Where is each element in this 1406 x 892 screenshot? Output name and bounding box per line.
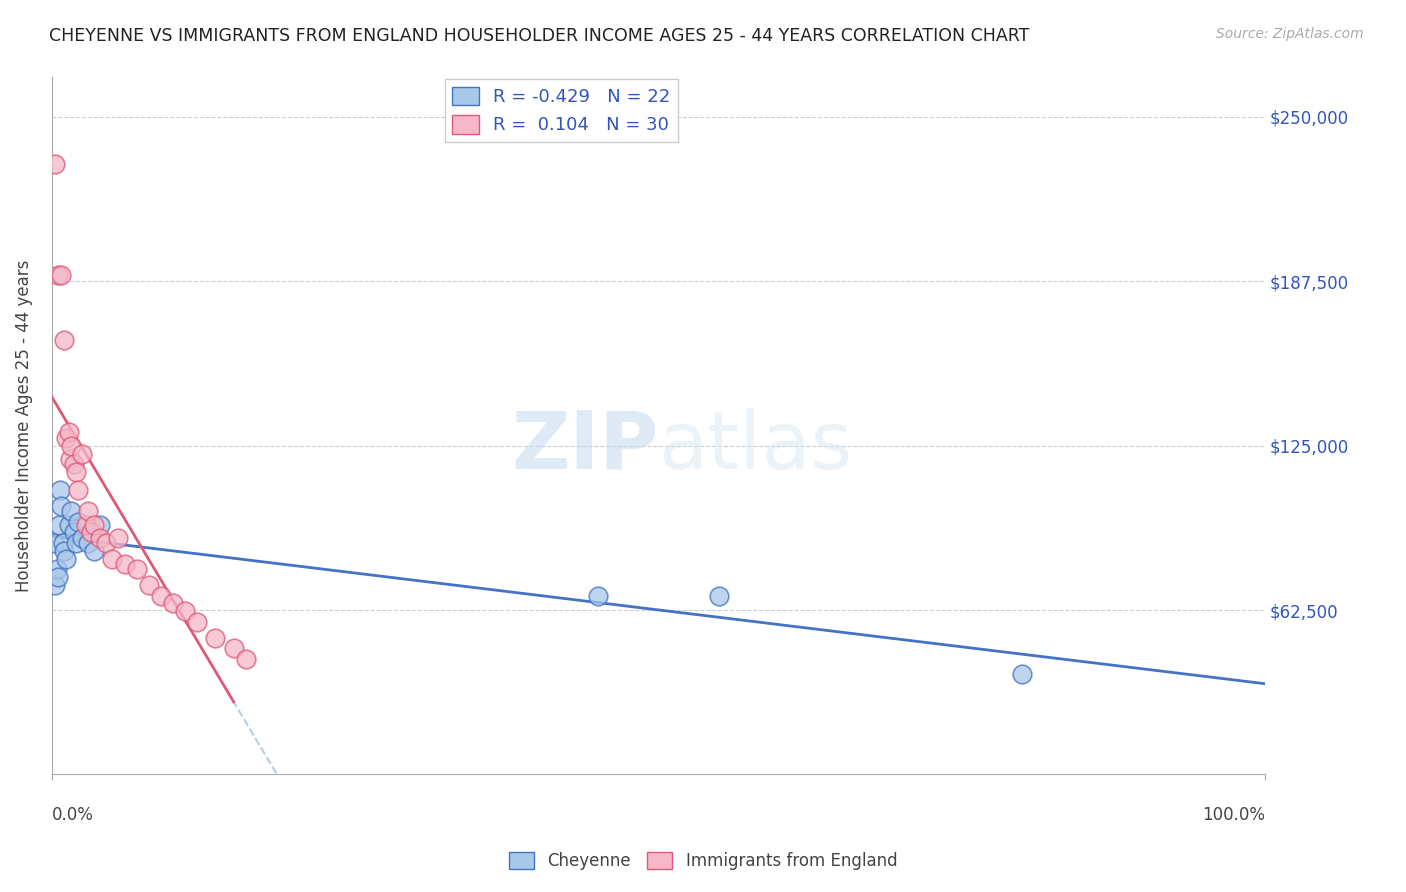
Point [65,536,87,550]
Point [77,536,100,550]
Point [186,615,208,629]
Legend: R = -0.429   N = 22, R =  0.104   N = 30: R = -0.429 N = 22, R = 0.104 N = 30 [444,79,678,142]
Point [174,604,197,618]
Point [44,578,66,592]
Point [138,578,160,592]
Point [222,641,245,656]
Point [48,517,70,532]
Text: Source: ZipAtlas.com: Source: ZipAtlas.com [1216,27,1364,41]
Point [125,562,148,576]
Point [149,589,172,603]
Point [46,268,69,282]
Point [101,551,124,566]
Y-axis label: Householder Income Ages 25 - 44 years: Householder Income Ages 25 - 44 years [15,260,32,592]
Point [1011,667,1033,681]
Point [70,446,93,460]
Point [58,425,80,440]
Point [45,562,67,576]
Point [52,536,75,550]
Point [67,515,90,529]
Point [59,451,82,466]
Point [114,557,136,571]
Point [107,531,129,545]
Point [89,517,111,532]
Point [89,531,111,545]
Point [60,439,83,453]
Point [55,431,77,445]
Point [707,589,730,603]
Text: 0.0%: 0.0% [52,806,94,824]
Point [586,589,609,603]
Point [62,457,84,471]
Point [75,517,97,532]
Point [65,465,87,479]
Point [83,544,105,558]
Point [51,499,73,513]
Point [70,531,93,545]
Point [60,504,83,518]
Point [162,596,184,610]
Point [46,570,69,584]
Text: 100.0%: 100.0% [1202,806,1265,824]
Point [235,651,257,665]
Point [49,483,72,498]
Point [79,525,101,540]
Text: CHEYENNE VS IMMIGRANTS FROM ENGLAND HOUSEHOLDER INCOME AGES 25 - 44 YEARS CORREL: CHEYENNE VS IMMIGRANTS FROM ENGLAND HOUS… [49,27,1029,45]
Point [204,631,226,645]
Point [96,536,118,550]
Point [67,483,90,498]
Text: ZIP: ZIP [510,408,658,486]
Point [51,268,73,282]
Point [83,517,105,532]
Text: atlas: atlas [658,408,852,486]
Point [44,157,66,171]
Point [44,536,66,550]
Legend: Cheyenne, Immigrants from England: Cheyenne, Immigrants from England [502,845,904,877]
Point [52,544,75,558]
Point [77,504,100,518]
Point [55,551,77,566]
Point [58,517,80,532]
Point [52,334,75,348]
Point [62,525,84,540]
